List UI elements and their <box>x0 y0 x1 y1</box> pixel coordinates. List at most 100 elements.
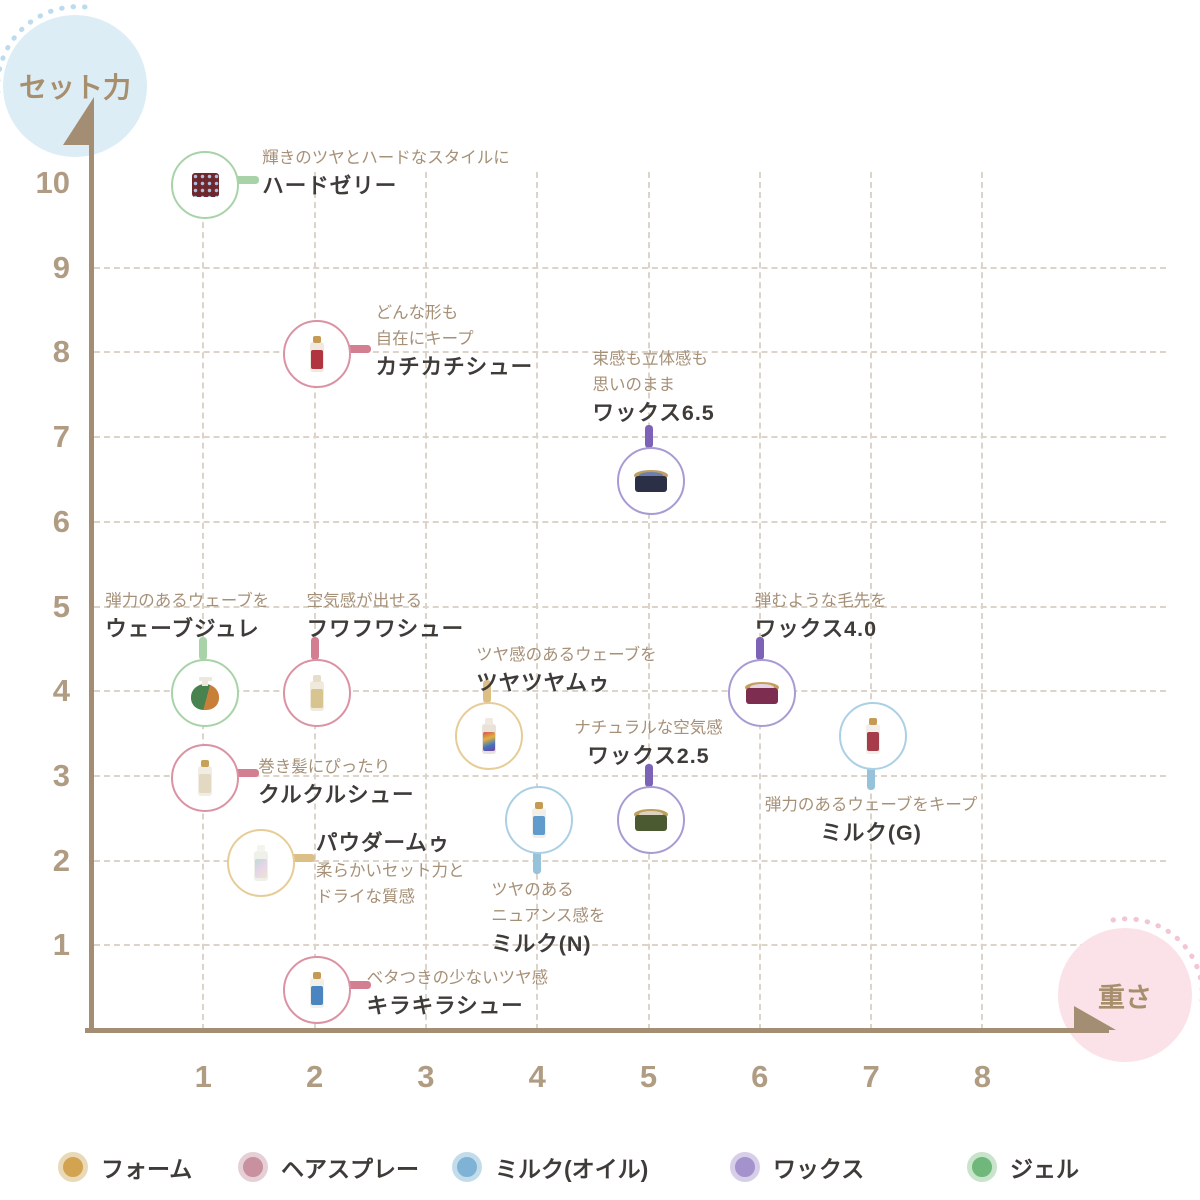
product-image <box>744 682 779 705</box>
grid-line-horizontal <box>94 351 1166 354</box>
product-circle <box>505 786 574 855</box>
product-name: カチカチシュー <box>375 355 534 380</box>
y-tick-label: 10 <box>35 165 70 200</box>
bottle-label <box>310 985 323 1005</box>
product-name: ミルク(G) <box>820 820 922 845</box>
x-tick-label: 6 <box>751 1059 769 1094</box>
product-description: 自在にキープ <box>375 330 474 349</box>
product-name: ウェーブジュレ <box>105 617 260 642</box>
product-label: ツヤ感のあるウェーブを ツヤツヤムゥ <box>476 642 657 698</box>
product-label: 巻き髪にぴったり クルクルシュー <box>258 754 414 810</box>
pump-neck <box>202 679 209 686</box>
bottle-label <box>310 350 323 370</box>
bottle-label <box>483 731 496 751</box>
legend-label: フォーム <box>101 1156 193 1182</box>
x-tick-label: 1 <box>194 1059 212 1094</box>
product-circle <box>727 659 796 728</box>
x-tick-label: 5 <box>639 1059 658 1094</box>
product-description: 弾力のあるウェーブを <box>105 592 270 611</box>
bottle-cap <box>312 971 321 979</box>
product-circle <box>455 701 524 770</box>
legend-dot-spray <box>238 1152 268 1182</box>
product-label: 空気感が出せる フワフワシュー <box>307 588 465 644</box>
y-axis-line <box>89 118 94 1032</box>
grid-line-horizontal <box>94 774 1166 777</box>
grid-line-vertical <box>758 172 761 1030</box>
grid-line-horizontal <box>94 605 1166 608</box>
product-description: 束感も立体感も <box>592 350 709 369</box>
x-axis-label-bubble: 重さ <box>1058 928 1192 1062</box>
y-tick-label: 1 <box>52 927 70 963</box>
legend-item-spray: ヘアスプレー <box>238 1150 419 1184</box>
grid-line-horizontal <box>94 436 1166 439</box>
product-image <box>633 809 668 832</box>
x-tick-label: 8 <box>973 1059 992 1094</box>
bottle-cap <box>485 717 494 725</box>
product-name: ハードゼリー <box>262 174 398 198</box>
legend-item-milk: ミルク(オイル) <box>452 1150 648 1184</box>
x-axis-line <box>85 1028 1109 1033</box>
product-description: ナチュラルな空気感 <box>574 719 723 738</box>
product-description: ツヤのある <box>491 881 574 900</box>
bottle-cap <box>535 802 544 810</box>
product-circle <box>171 151 240 219</box>
product-description: ドライな質感 <box>315 887 415 906</box>
y-tick-label: 7 <box>52 419 70 455</box>
legend-dot-milk <box>452 1152 482 1182</box>
product-image <box>532 802 547 839</box>
pump-body <box>191 683 220 710</box>
legend-dot-foam <box>58 1152 88 1182</box>
bottle-cap <box>201 759 210 767</box>
tin-body <box>745 688 778 705</box>
product-label: 輝きのツヤとハードなスタイルにハードゼリー <box>262 145 510 201</box>
y-tick-label: 4 <box>52 673 70 709</box>
product-name: ワックス2.5 <box>587 744 710 769</box>
product-circle <box>616 786 685 855</box>
label-connector <box>234 176 260 184</box>
product-image <box>309 336 324 373</box>
grid-line-vertical <box>313 172 316 1030</box>
y-tick-label: 6 <box>52 503 70 539</box>
legend-item-gel: ジェル <box>967 1150 1079 1184</box>
product-description: 弾力のあるウェーブをキープ <box>764 795 978 814</box>
bottle-label <box>867 731 880 751</box>
product-description: 弾むような毛先を <box>754 592 887 611</box>
product-circle <box>171 743 240 812</box>
tin-lid <box>638 472 663 480</box>
product-circle <box>282 659 351 728</box>
product-label: 弾力のあるウェーブをキープミルク(G) <box>765 792 978 848</box>
grid-line-vertical <box>202 172 205 1030</box>
label-connector <box>345 980 371 989</box>
product-description: 輝きのツヤとハードなスタイルに <box>262 149 510 167</box>
product-label: ベタつきの少ないツヤ感 キラキラシュー <box>367 965 549 1021</box>
product-circle <box>282 320 351 389</box>
legend-label: ヘアスプレー <box>281 1156 419 1182</box>
product-description: 空気感が出せる <box>306 592 423 611</box>
bottle-cap <box>312 675 321 683</box>
product-label: ツヤのある ニュアンス感を ミルク(N) <box>491 877 605 959</box>
grid-line-vertical <box>424 172 427 1030</box>
label-connector <box>483 679 492 703</box>
product-image <box>191 676 220 710</box>
label-connector <box>755 637 764 661</box>
grid-line-horizontal <box>94 266 1166 269</box>
product-circle <box>839 701 908 770</box>
label-connector <box>533 849 542 875</box>
x-axis-label: 重さ <box>1098 982 1152 1013</box>
grid-line-vertical <box>981 172 984 1030</box>
product-label: 弾力のあるウェーブをウェーブジュレ <box>105 588 269 644</box>
grid-line-horizontal <box>94 859 1166 862</box>
product-circle <box>282 955 351 1024</box>
product-name: ワックス4.0 <box>754 617 878 642</box>
product-circle <box>616 447 685 516</box>
label-connector <box>867 764 876 790</box>
legend-item-wax: ワックス <box>730 1150 864 1184</box>
bottle-cap <box>312 336 321 344</box>
bottle-cap <box>256 844 265 852</box>
label-connector <box>289 853 315 862</box>
label-connector <box>234 768 260 777</box>
tin-lid <box>638 811 663 819</box>
product-image <box>198 759 213 796</box>
product-image <box>253 844 268 881</box>
